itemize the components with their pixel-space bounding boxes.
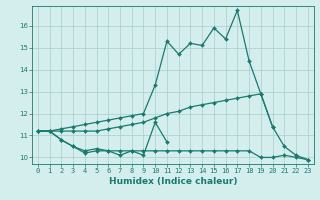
X-axis label: Humidex (Indice chaleur): Humidex (Indice chaleur)	[108, 177, 237, 186]
